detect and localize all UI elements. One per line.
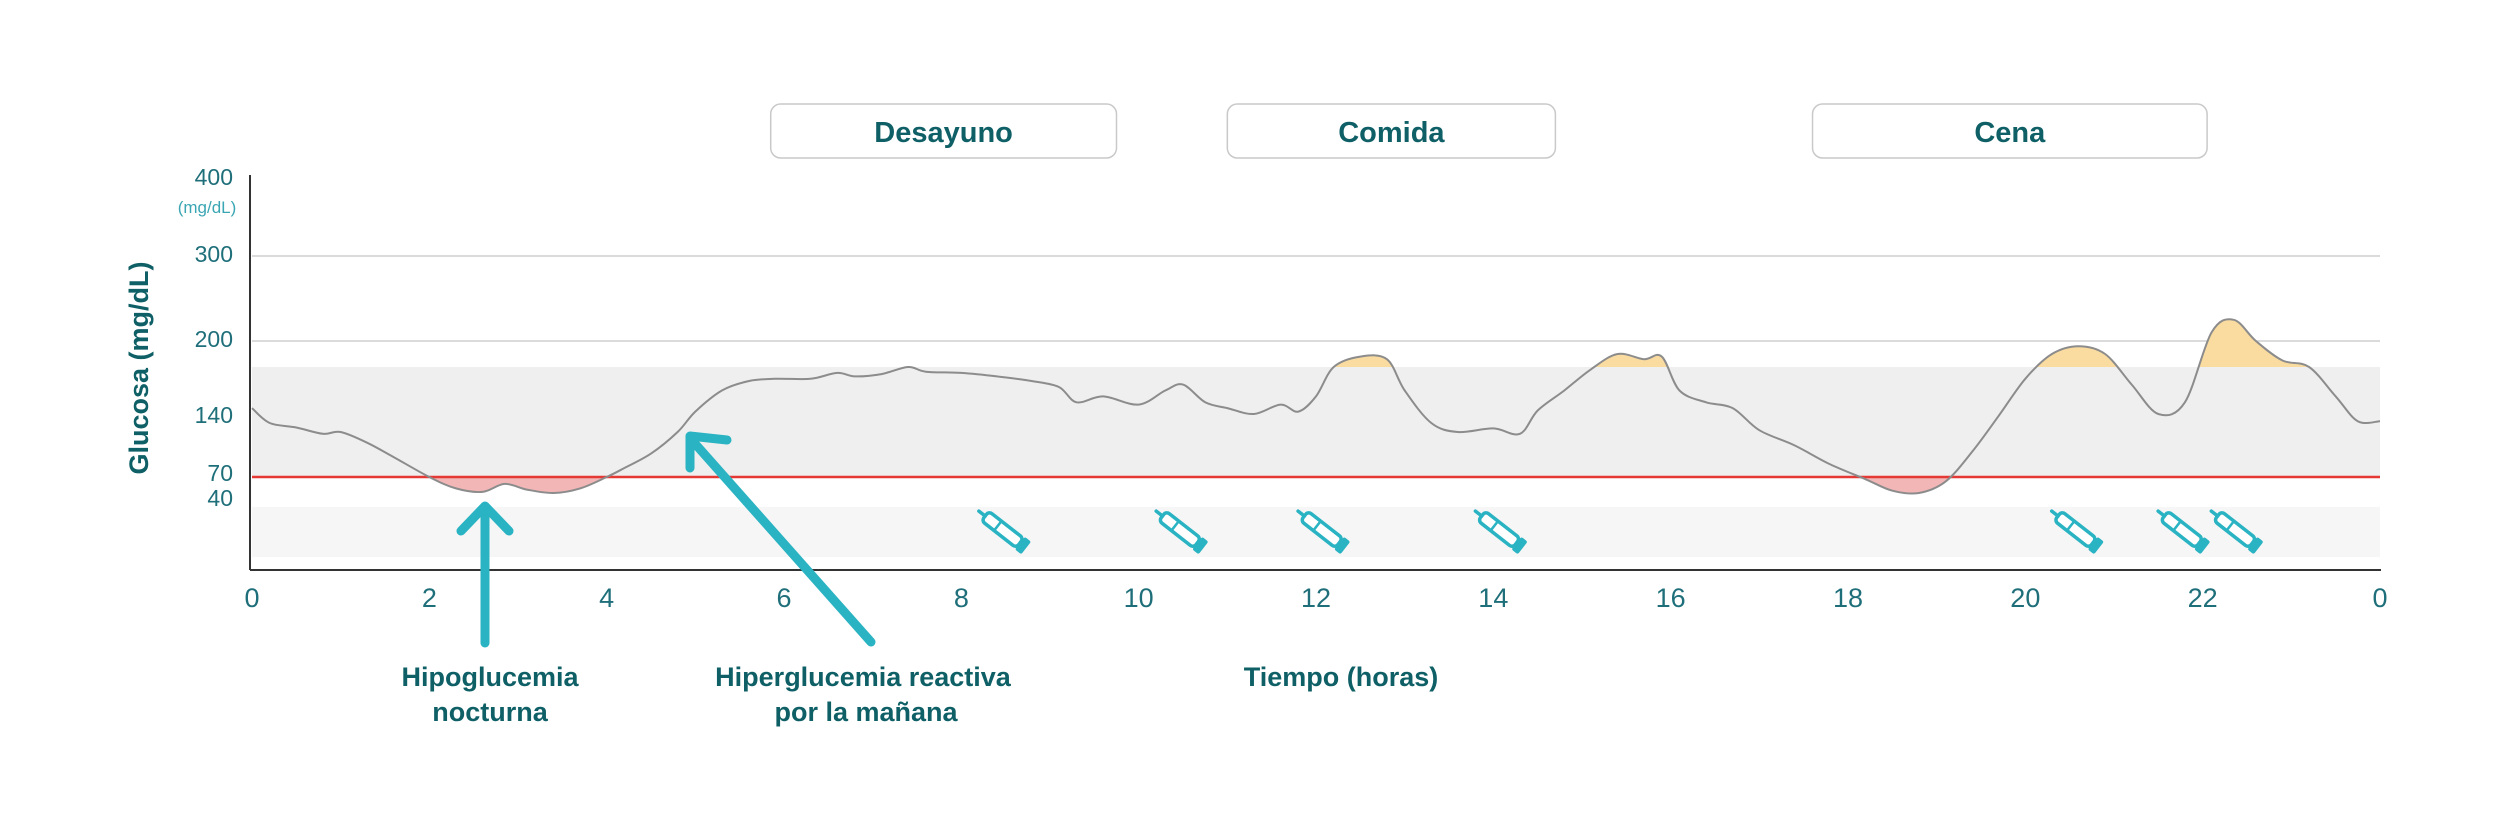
meal-label-desayuno: Desayuno	[874, 117, 1013, 149]
y-tick-200: 200	[195, 326, 233, 352]
up-arrow-head	[456, 501, 514, 536]
pen-band	[2225, 520, 2235, 532]
pen-needle	[1154, 509, 1165, 518]
insulin-pen-icon	[1154, 509, 1208, 554]
meal-label-cena: Cena	[1974, 117, 2046, 149]
insulin-pen-icon	[977, 509, 1031, 554]
meal-box-desayuno: Desayuno	[769, 103, 1118, 159]
y-tick-400: 400	[195, 164, 233, 190]
insulin-pen-icon	[1296, 509, 1350, 554]
x-tick-labels: 0 2 4 6 8 10 12 14 16 18 20 22 0	[244, 583, 2387, 613]
x-tick-6: 12	[1301, 583, 1331, 613]
pen-cap	[1512, 537, 1527, 554]
meal-box-frame	[1226, 103, 1557, 159]
pen-band	[2065, 520, 2076, 532]
x-tick-5: 10	[1124, 583, 1154, 613]
x-tick-0: 0	[244, 583, 259, 613]
pen-band	[2172, 520, 2182, 532]
annotation-hypo-line1: Hipoglucemia	[401, 662, 579, 692]
pen-needle	[1473, 509, 1484, 518]
up-arrow-icon	[456, 501, 514, 648]
annotation-arrows	[456, 431, 876, 648]
annotation-hypo-line2: nocturna	[432, 697, 548, 727]
meal-box-frame	[1811, 103, 2208, 159]
annotation-hyper-line1: Hiperglucemia reactiva	[715, 662, 1012, 692]
gridlines	[252, 255, 2380, 342]
diagonal-arrow-shaft	[685, 433, 876, 647]
pen-band	[1170, 520, 1180, 532]
pen-needle	[1296, 509, 1307, 518]
x-tick-9: 18	[1833, 583, 1863, 613]
x-tick-3: 6	[776, 583, 791, 613]
pen-cap	[2248, 537, 2263, 554]
pen-cap	[2088, 537, 2104, 554]
hypoglycemia-fill	[252, 477, 2380, 494]
x-tick-8: 16	[1656, 583, 1686, 613]
x-axis-title: Tiempo (horas)	[1244, 662, 1439, 692]
x-tick-12: 0	[2372, 583, 2387, 613]
pen-cap	[1334, 537, 1350, 554]
insulin-pen-icon	[2156, 509, 2210, 554]
insulin-doses	[977, 509, 2263, 554]
y-unit-label: (mg/dL)	[178, 198, 237, 217]
y-tick-40: 40	[207, 485, 233, 511]
pen-needle	[977, 509, 987, 518]
pen-cap	[1193, 537, 1208, 554]
meal-box-frame	[769, 103, 1118, 159]
x-tick-7: 14	[1478, 583, 1508, 613]
meal-box-comida: Comida	[1226, 103, 1557, 159]
pen-cap	[1015, 537, 1031, 554]
diagonal-arrow-head	[685, 431, 732, 473]
x-tick-11: 22	[2188, 583, 2218, 613]
x-tick-2: 4	[599, 583, 614, 613]
diagonal-arrow-icon	[685, 431, 876, 647]
x-tick-4: 8	[954, 583, 969, 613]
y-tick-140: 140	[195, 402, 233, 428]
y-axis-title: Glucosa (mg/dL)	[124, 261, 154, 474]
insulin-pen-icon	[2049, 509, 2104, 554]
pen-band	[1489, 520, 1499, 532]
annotation-hyper-line2: por la mañana	[774, 697, 958, 727]
fills	[252, 319, 2380, 494]
insulin-pen-icon	[1473, 509, 1527, 554]
pen-band	[1312, 520, 1322, 532]
pen-needle	[2156, 509, 2167, 518]
y-tick-70: 70	[207, 460, 233, 486]
glucose-curve	[251, 318, 2381, 495]
insulin-pen-icon	[2209, 509, 2263, 554]
x-tick-1: 2	[422, 583, 437, 613]
target-range-band	[252, 367, 2380, 477]
meal-boxes: Desayuno Comida Cena	[769, 103, 2208, 159]
y-tick-300: 300	[195, 241, 233, 267]
pen-band	[993, 520, 1003, 532]
meal-label-comida: Comida	[1338, 117, 1445, 149]
pen-needle	[2049, 509, 2060, 518]
x-tick-10: 20	[2010, 583, 2040, 613]
meal-box-cena: Cena	[1811, 103, 2208, 159]
pen-needle	[2209, 509, 2220, 518]
pen-cap	[2194, 537, 2210, 554]
